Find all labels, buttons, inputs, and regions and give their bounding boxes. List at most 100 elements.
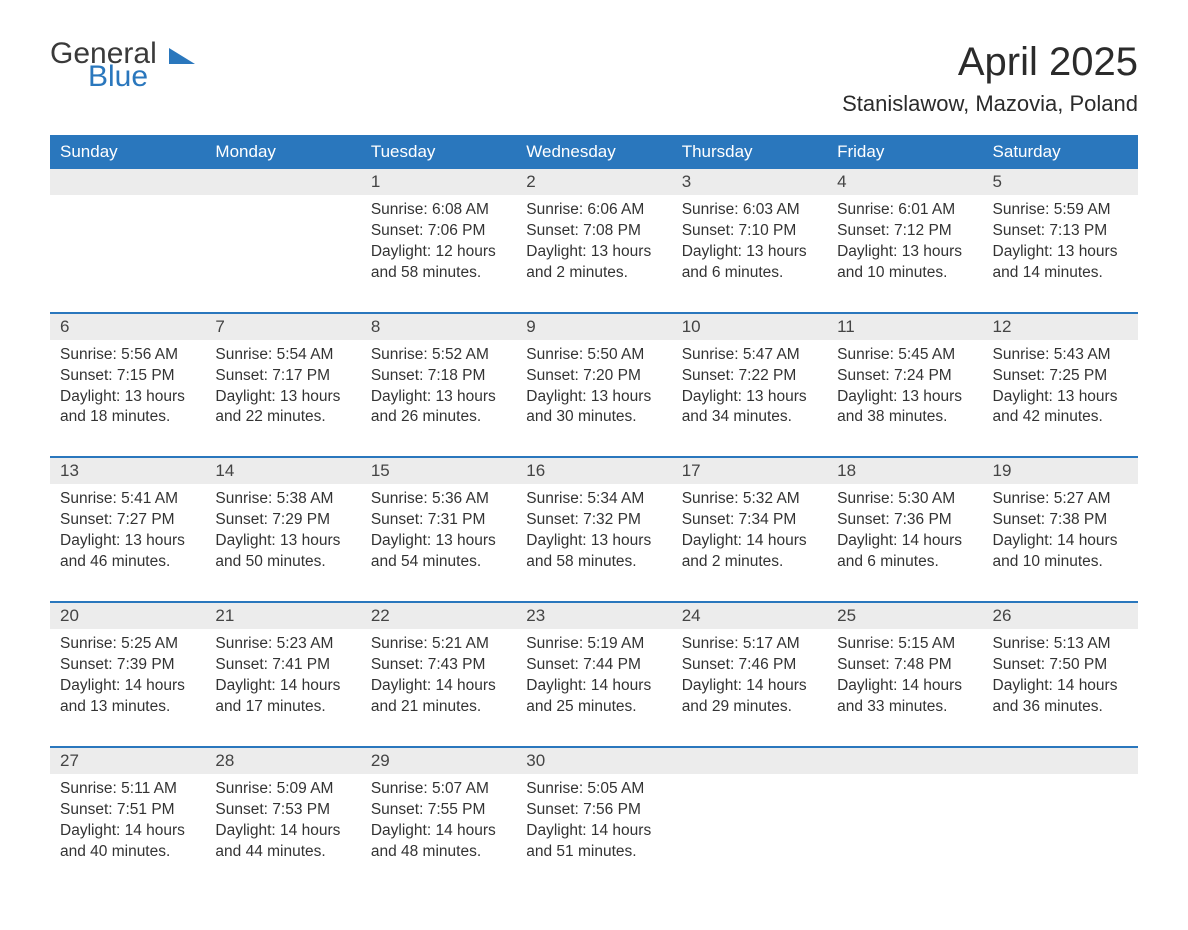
- day-number: 27: [50, 748, 205, 774]
- day-number: 23: [516, 603, 671, 629]
- daylight-text-line2: and 6 minutes.: [682, 263, 817, 284]
- day-number: 14: [205, 458, 360, 484]
- day-data-row: Sunrise: 6:08 AMSunset: 7:06 PMDaylight:…: [50, 195, 1138, 313]
- daylight-text-line2: and 51 minutes.: [526, 842, 661, 863]
- sunrise-text: Sunrise: 5:21 AM: [371, 634, 506, 655]
- daylight-text-line2: and 6 minutes.: [837, 552, 972, 573]
- daylight-text-line1: Daylight: 14 hours: [682, 531, 817, 552]
- day-cell: Sunrise: 5:38 AMSunset: 7:29 PMDaylight:…: [205, 484, 360, 602]
- day-cell: Sunrise: 5:21 AMSunset: 7:43 PMDaylight:…: [361, 629, 516, 747]
- sunrise-text: Sunrise: 5:54 AM: [215, 345, 350, 366]
- logo-flag-icon: [169, 46, 197, 66]
- sunset-text: Sunset: 7:55 PM: [371, 800, 506, 821]
- day-cell: Sunrise: 5:59 AMSunset: 7:13 PMDaylight:…: [983, 195, 1138, 313]
- day-number: 25: [827, 603, 982, 629]
- day-number: 30: [516, 748, 671, 774]
- daylight-text-line2: and 13 minutes.: [60, 697, 195, 718]
- daylight-text-line1: Daylight: 14 hours: [215, 821, 350, 842]
- day-header: Monday: [205, 135, 360, 169]
- daylight-text-line2: and 36 minutes.: [993, 697, 1128, 718]
- sunrise-text: Sunrise: 5:13 AM: [993, 634, 1128, 655]
- daylight-text-line2: and 33 minutes.: [837, 697, 972, 718]
- day-number-row: 12345: [50, 169, 1138, 195]
- header: General Blue April 2025 Stanislawow, Maz…: [50, 40, 1138, 117]
- sunrise-text: Sunrise: 5:50 AM: [526, 345, 661, 366]
- sunrise-text: Sunrise: 5:43 AM: [993, 345, 1128, 366]
- day-number: 18: [827, 458, 982, 484]
- sunset-text: Sunset: 7:41 PM: [215, 655, 350, 676]
- daylight-text-line1: Daylight: 13 hours: [60, 531, 195, 552]
- sunset-text: Sunset: 7:38 PM: [993, 510, 1128, 531]
- day-cell: Sunrise: 5:23 AMSunset: 7:41 PMDaylight:…: [205, 629, 360, 747]
- day-cell: Sunrise: 5:19 AMSunset: 7:44 PMDaylight:…: [516, 629, 671, 747]
- day-number: 5: [983, 169, 1138, 195]
- sunset-text: Sunset: 7:12 PM: [837, 221, 972, 242]
- day-cell: Sunrise: 5:45 AMSunset: 7:24 PMDaylight:…: [827, 340, 982, 458]
- day-cell: Sunrise: 5:25 AMSunset: 7:39 PMDaylight:…: [50, 629, 205, 747]
- day-cell: Sunrise: 6:01 AMSunset: 7:12 PMDaylight:…: [827, 195, 982, 313]
- empty-cell: [983, 774, 1138, 891]
- sunrise-text: Sunrise: 6:06 AM: [526, 200, 661, 221]
- daylight-text-line2: and 50 minutes.: [215, 552, 350, 573]
- day-number-row: 13141516171819: [50, 458, 1138, 484]
- day-number: 2: [516, 169, 671, 195]
- daylight-text-line2: and 2 minutes.: [526, 263, 661, 284]
- page-title: April 2025: [842, 40, 1138, 85]
- daylight-text-line2: and 29 minutes.: [682, 697, 817, 718]
- daylight-text-line2: and 30 minutes.: [526, 407, 661, 428]
- empty-cell: [983, 748, 1138, 774]
- sunset-text: Sunset: 7:08 PM: [526, 221, 661, 242]
- day-number: 22: [361, 603, 516, 629]
- sunrise-text: Sunrise: 5:56 AM: [60, 345, 195, 366]
- day-cell: Sunrise: 5:36 AMSunset: 7:31 PMDaylight:…: [361, 484, 516, 602]
- daylight-text-line2: and 38 minutes.: [837, 407, 972, 428]
- sunset-text: Sunset: 7:25 PM: [993, 366, 1128, 387]
- daylight-text-line1: Daylight: 13 hours: [682, 387, 817, 408]
- day-cell: Sunrise: 5:47 AMSunset: 7:22 PMDaylight:…: [672, 340, 827, 458]
- daylight-text-line1: Daylight: 13 hours: [60, 387, 195, 408]
- daylight-text-line2: and 44 minutes.: [215, 842, 350, 863]
- daylight-text-line2: and 34 minutes.: [682, 407, 817, 428]
- day-cell: Sunrise: 5:34 AMSunset: 7:32 PMDaylight:…: [516, 484, 671, 602]
- sunrise-text: Sunrise: 6:08 AM: [371, 200, 506, 221]
- day-number: 7: [205, 314, 360, 340]
- empty-cell: [672, 774, 827, 891]
- sunrise-text: Sunrise: 5:47 AM: [682, 345, 817, 366]
- sunrise-text: Sunrise: 5:25 AM: [60, 634, 195, 655]
- daylight-text-line1: Daylight: 13 hours: [371, 531, 506, 552]
- daylight-text-line1: Daylight: 13 hours: [215, 531, 350, 552]
- sunset-text: Sunset: 7:43 PM: [371, 655, 506, 676]
- daylight-text-line2: and 10 minutes.: [993, 552, 1128, 573]
- daylight-text-line2: and 22 minutes.: [215, 407, 350, 428]
- sunrise-text: Sunrise: 5:09 AM: [215, 779, 350, 800]
- logo-text-blue: Blue: [88, 63, 197, 92]
- daylight-text-line2: and 18 minutes.: [60, 407, 195, 428]
- daylight-text-line2: and 17 minutes.: [215, 697, 350, 718]
- daylight-text-line1: Daylight: 13 hours: [526, 531, 661, 552]
- empty-cell: [827, 748, 982, 774]
- day-number: 3: [672, 169, 827, 195]
- day-cell: Sunrise: 6:03 AMSunset: 7:10 PMDaylight:…: [672, 195, 827, 313]
- daylight-text-line1: Daylight: 14 hours: [215, 676, 350, 697]
- sunset-text: Sunset: 7:44 PM: [526, 655, 661, 676]
- day-cell: Sunrise: 6:08 AMSunset: 7:06 PMDaylight:…: [361, 195, 516, 313]
- sunset-text: Sunset: 7:17 PM: [215, 366, 350, 387]
- day-number: 24: [672, 603, 827, 629]
- day-number: 21: [205, 603, 360, 629]
- daylight-text-line1: Daylight: 14 hours: [371, 676, 506, 697]
- daylight-text-line1: Daylight: 13 hours: [993, 387, 1128, 408]
- sunrise-text: Sunrise: 5:38 AM: [215, 489, 350, 510]
- sunset-text: Sunset: 7:56 PM: [526, 800, 661, 821]
- day-number: 28: [205, 748, 360, 774]
- day-header: Friday: [827, 135, 982, 169]
- day-number: 16: [516, 458, 671, 484]
- sunset-text: Sunset: 7:13 PM: [993, 221, 1128, 242]
- daylight-text-line1: Daylight: 14 hours: [993, 531, 1128, 552]
- day-cell: Sunrise: 5:17 AMSunset: 7:46 PMDaylight:…: [672, 629, 827, 747]
- daylight-text-line1: Daylight: 13 hours: [526, 242, 661, 263]
- daylight-text-line2: and 58 minutes.: [526, 552, 661, 573]
- logo: General Blue: [50, 40, 197, 91]
- daylight-text-line2: and 54 minutes.: [371, 552, 506, 573]
- sunset-text: Sunset: 7:27 PM: [60, 510, 195, 531]
- daylight-text-line1: Daylight: 13 hours: [993, 242, 1128, 263]
